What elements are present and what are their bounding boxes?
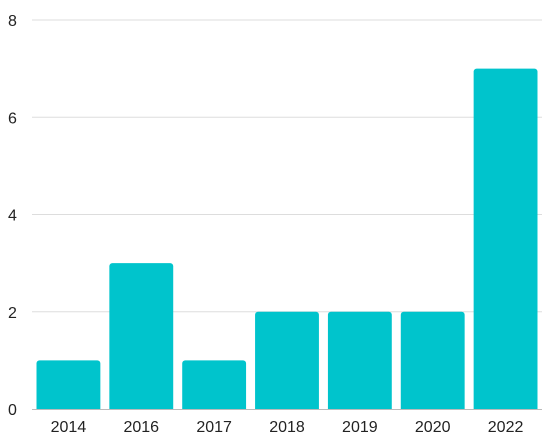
y-axis-tick-labels: 0 2 4 6 8 xyxy=(8,13,17,419)
bar-2022 xyxy=(473,68,538,412)
bar-2019 xyxy=(327,311,392,412)
bars xyxy=(32,68,542,414)
bar-2016 xyxy=(109,263,174,412)
x-tick-label: 2016 xyxy=(123,419,159,436)
x-tick-label: 2020 xyxy=(415,419,451,436)
y-tick-label: 2 xyxy=(8,305,17,322)
bar-2017 xyxy=(182,360,247,412)
bar-2014 xyxy=(36,360,101,412)
gridlines xyxy=(32,19,542,313)
baseline-mask xyxy=(32,410,542,414)
x-tick-label: 2022 xyxy=(488,419,524,436)
x-tick-label: 2018 xyxy=(269,419,305,436)
bar-2018 xyxy=(255,311,319,412)
y-tick-label: 8 xyxy=(8,13,17,30)
y-tick-label: 6 xyxy=(8,110,17,127)
y-tick-label: 0 xyxy=(8,402,17,419)
x-tick-label: 2017 xyxy=(196,419,232,436)
x-tick-label: 2014 xyxy=(51,419,87,436)
y-tick-label: 4 xyxy=(8,208,17,225)
x-axis-tick-labels: 2014 2016 2017 2018 2019 2020 2022 xyxy=(51,419,524,436)
x-tick-label: 2019 xyxy=(342,419,378,436)
bar-2020 xyxy=(400,311,465,412)
